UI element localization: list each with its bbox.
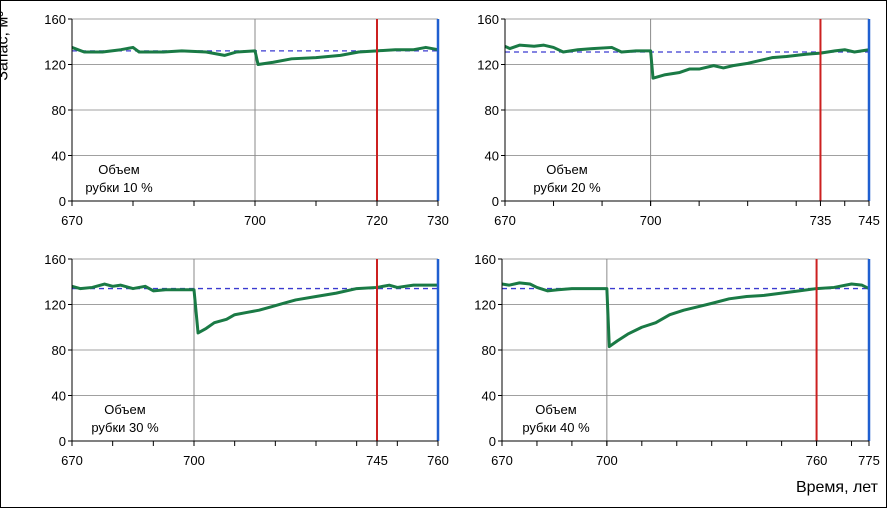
x-tick-label: 670 [61,453,83,468]
x-tick-label: 775 [858,453,880,468]
x-tick-label: 670 [494,213,516,228]
y-tick-label: 120 [44,58,66,73]
x-tick-label: 745 [858,213,880,228]
x-tick-label: 670 [491,453,513,468]
y-tick-label: 0 [59,434,66,449]
y-tick-label: 160 [477,12,499,27]
y-tick-label: 80 [52,103,66,118]
stock-series-line [71,282,438,335]
stock-series-line [504,43,870,80]
x-tick-label: 700 [183,453,205,468]
y-tick-label: 80 [482,343,496,358]
cut-volume-annotation: рубки 30 % [91,420,159,435]
y-tick-label: 120 [44,298,66,313]
y-axis-label: Запас, м³ [0,11,12,81]
x-tick-label: 730 [427,213,449,228]
chart-panel-3: 0 40 80 120 160 670 700 745 760 Объем рубки 30 % [44,252,449,468]
y-tick-label: 40 [485,149,499,164]
x-tick-label: 700 [596,453,618,468]
y-tick-label: 120 [474,298,496,313]
y-tick-label: 0 [492,194,499,209]
chart-panel-2: 0 40 80 120 160 670 700 735 745 Объем рубки 20 % [477,12,880,228]
cut-volume-annotation: Объем [546,162,587,177]
y-tick-label: 80 [52,343,66,358]
chart-panel-4: 0 40 80 120 160 670 700 760 775 Объем рубки 40 % [474,252,880,468]
cut-volume-annotation: Объем [535,402,576,417]
x-tick-label: 745 [366,453,388,468]
stock-series-line [501,281,870,349]
cut-volume-annotation: Объем [98,162,139,177]
x-tick-label: 700 [640,213,662,228]
y-tick-label: 160 [474,252,496,267]
y-tick-label: 0 [489,434,496,449]
y-tick-label: 120 [477,58,499,73]
x-tick-label: 735 [810,213,832,228]
y-tick-label: 40 [482,389,496,404]
cut-volume-annotation: Объем [104,402,145,417]
y-tick-label: 0 [59,194,66,209]
cut-volume-annotation: рубки 20 % [533,180,601,195]
y-tick-label: 80 [485,103,499,118]
cut-volume-annotation: рубки 40 % [522,420,590,435]
x-tick-label: 670 [61,213,83,228]
y-tick-label: 40 [52,389,66,404]
y-tick-label: 40 [52,149,66,164]
x-tick-label: 700 [244,213,266,228]
cut-volume-annotation: рубки 10 % [85,180,153,195]
x-tick-label: 760 [806,453,828,468]
y-tick-label: 160 [44,12,66,27]
chart-panel-1: 0 40 80 120 160 670 700 720 730 Объем рубки 10 % [44,12,449,228]
x-tick-label: 760 [427,453,449,468]
x-axis-label: Время, лет [795,479,878,496]
y-tick-label: 160 [44,252,66,267]
x-tick-label: 720 [366,213,388,228]
stock-series-line [71,45,439,66]
